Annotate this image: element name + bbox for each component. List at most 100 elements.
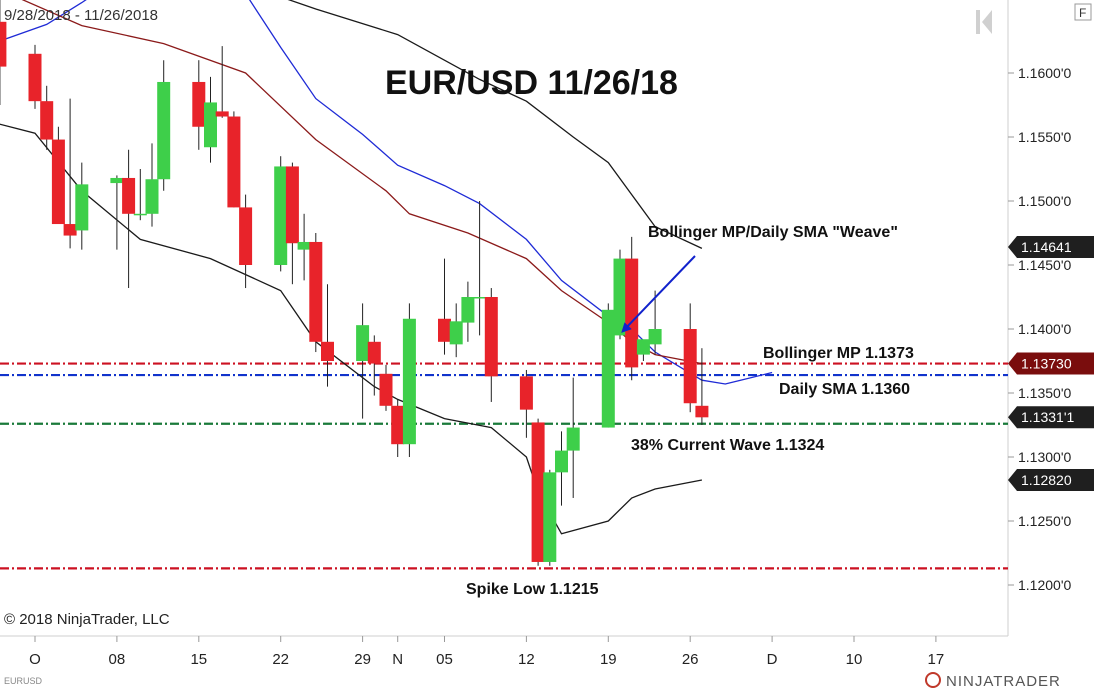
candle-body (519, 376, 533, 410)
candle (215, 46, 229, 118)
candle-body (613, 258, 627, 336)
candle (122, 149, 136, 289)
candle (192, 60, 206, 150)
y-tick-label: 1.1400'0 (1018, 321, 1071, 337)
candle (531, 418, 545, 566)
annotation-daily-sma: Daily SMA 1.1360 (779, 381, 910, 398)
candle-body (0, 21, 7, 67)
candle-body (449, 321, 463, 345)
candle-body (157, 81, 171, 180)
annotation-weave: Bollinger MP/Daily SMA "Weave" (648, 224, 898, 241)
candle (133, 169, 147, 221)
candle (367, 335, 381, 396)
candle (695, 348, 709, 425)
candle (145, 143, 159, 227)
candle (449, 303, 463, 358)
candle (110, 175, 124, 250)
candle-body (402, 318, 416, 445)
candle (40, 85, 54, 150)
x-tick-label: 08 (109, 651, 126, 668)
candle (0, 0, 7, 105)
x-tick-label: 05 (436, 651, 453, 668)
candle (227, 111, 241, 208)
brand-text: NINJATRADER (946, 673, 1061, 690)
y-tick-label: 1.1300'0 (1018, 449, 1071, 465)
x-tick-label: 10 (846, 651, 863, 668)
candle (28, 44, 42, 109)
y-tick-label: 1.1600'0 (1018, 65, 1071, 81)
price-tag: 1.12820 (1008, 469, 1094, 492)
symbol-label: EURUSD (4, 676, 43, 686)
price-tag: 1.13730 (1008, 352, 1094, 375)
candle (63, 98, 77, 249)
candle (75, 162, 89, 250)
candle-body (566, 427, 580, 451)
candle (391, 399, 405, 457)
candle-body (636, 339, 650, 355)
candle (239, 194, 253, 289)
weave-arrow (621, 255, 696, 333)
candle-body (192, 81, 206, 127)
annotation-38-wave: 38% Current Wave 1.1324 (631, 437, 824, 454)
candle (51, 126, 65, 225)
chart-title: EUR/USD 11/26/18 (385, 64, 678, 102)
candle (438, 258, 451, 355)
candle-body (274, 166, 288, 265)
x-tick-label: 15 (190, 651, 207, 668)
candle (648, 290, 662, 355)
candle-body (555, 450, 568, 473)
candle-body (309, 241, 323, 342)
candle (601, 303, 615, 428)
candle-body (145, 179, 159, 214)
x-tick-label: 12 (518, 651, 535, 668)
x-tick-label: O (29, 651, 41, 668)
candle-body (133, 213, 147, 216)
candle-body (367, 341, 381, 364)
ninjatrader-logo: NINJATRADER (925, 672, 1061, 690)
candle (636, 339, 650, 361)
collapse-control[interactable] (976, 10, 992, 34)
y-tick-label: 1.1350'0 (1018, 385, 1071, 401)
annotation-spike-low: Spike Low 1.1215 (466, 581, 599, 598)
indicator-bollinger-lower (0, 123, 703, 535)
x-tick-label: 26 (682, 651, 699, 668)
candle-body (695, 405, 709, 418)
candle (543, 469, 557, 566)
collapse-left-icon[interactable] (982, 10, 992, 34)
x-tick-label: 29 (354, 651, 371, 668)
candle-body (683, 329, 697, 404)
x-tick-label: 17 (928, 651, 945, 668)
f-button[interactable]: F (1074, 3, 1092, 21)
f-button-label[interactable]: F (1079, 6, 1086, 20)
candle-body (204, 102, 217, 148)
y-tick-label: 1.1500'0 (1018, 193, 1071, 209)
indicator-bollinger-upper (287, 0, 703, 249)
candle-body (215, 111, 229, 117)
candle-body (543, 472, 557, 562)
candle-body (122, 177, 136, 214)
copyright-text: © 2018 NinjaTrader, LLC (4, 611, 170, 628)
candle (309, 233, 323, 353)
candle (356, 303, 370, 419)
candle (285, 162, 299, 285)
x-tick-label: 19 (600, 651, 617, 668)
candle (297, 213, 311, 281)
candle-body (601, 309, 615, 428)
price-tag-label: 1.12820 (1021, 472, 1072, 488)
candle (321, 284, 334, 387)
price-tag-label: 1.14641 (1021, 239, 1072, 255)
candle (519, 369, 533, 438)
candle-body (28, 53, 42, 102)
candle-body (391, 405, 405, 445)
x-tick-label: 22 (272, 651, 289, 668)
y-tick-label: 1.1550'0 (1018, 129, 1071, 145)
candle (204, 76, 217, 163)
candle (274, 156, 288, 272)
annotation-bollinger-mp: Bollinger MP 1.1373 (763, 345, 914, 362)
price-tag-box (1008, 235, 1094, 258)
price-tag: 1.14641 (1008, 235, 1094, 258)
candle (613, 249, 627, 340)
price-tag-label: 1.1331'1 (1021, 409, 1074, 425)
candle-body (484, 297, 498, 377)
